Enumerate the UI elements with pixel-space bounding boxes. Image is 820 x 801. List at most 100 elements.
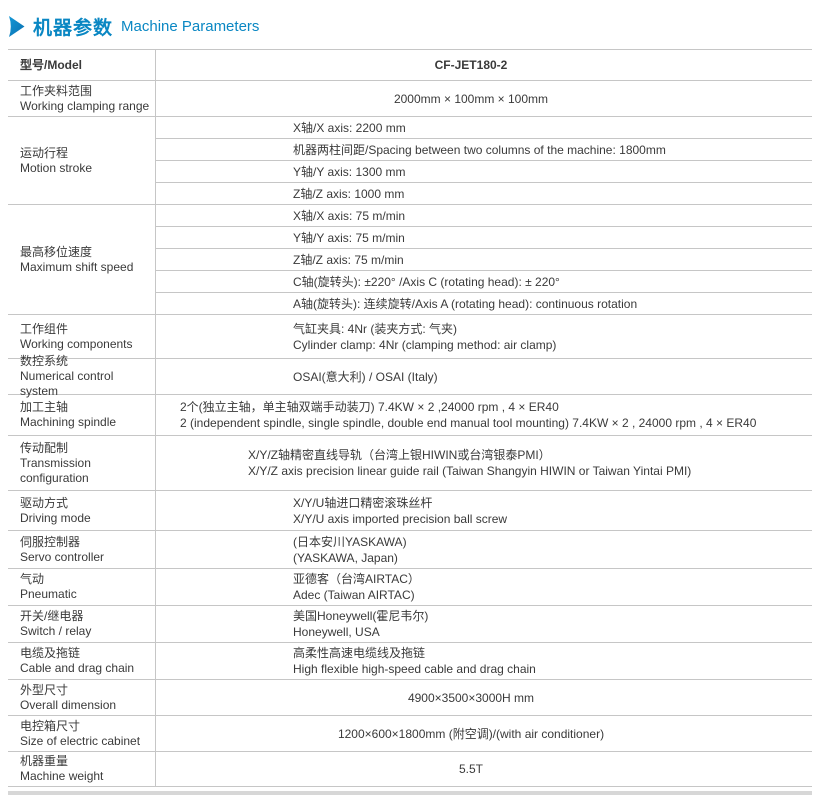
sub-row-c-axis: C轴(旋转头): ±220° /Axis C (rotating head): … <box>156 271 812 293</box>
row-label-en: Overall dimension <box>20 697 117 712</box>
row-label: 外型尺寸 Overall dimension <box>8 680 156 715</box>
sub-row-a-axis: A轴(旋转头): 连续旋转/Axis A (rotating head): co… <box>156 293 812 314</box>
row-label-en: Servo controller <box>20 549 105 564</box>
row-value-line: X/Y/U轴进口精密滚珠丝杆 <box>293 495 433 510</box>
row-value: CF-JET180-2 <box>156 50 812 80</box>
row-label-zh: 型号/Model <box>20 57 82 72</box>
row-value-line: (YASKAWA, Japan) <box>293 550 398 565</box>
row-value-line: Cylinder clamp: 4Nr (clamping method: ai… <box>293 337 557 352</box>
sub-row-y-speed: Y轴/Y axis: 75 m/min <box>156 227 812 249</box>
table-row-machine-weight: 机器重量 Machine weight 5.5T <box>8 752 812 787</box>
row-value-line: 2000mm × 100mm × 100mm <box>393 91 549 106</box>
page-title-zh: 机器参数 <box>33 17 114 39</box>
sub-row-value: X轴/X axis: 75 m/min <box>293 209 406 223</box>
page-title-en: Machine Parameters <box>121 17 260 35</box>
row-label-zh: 工作组件 <box>20 321 69 336</box>
row-label: 工作夹料范围 Working clamping range <box>8 81 156 116</box>
spec-table: 型号/Model CF-JET180-2 工作夹料范围 Working clam… <box>8 49 812 787</box>
row-label: 最高移位速度 Maximum shift speed <box>8 205 156 314</box>
sub-rows: X轴/X axis: 2200 mm 机器两柱间距/Spacing betwee… <box>156 117 812 204</box>
row-label-en: Machine weight <box>20 769 104 783</box>
sub-row-value: Z轴/Z axis: 75 m/min <box>293 253 404 267</box>
row-value: 亚德客（台湾AIRTAC） Adec (Taiwan AIRTAC) <box>156 569 812 605</box>
row-label: 气动 Pneumatic <box>8 569 156 605</box>
row-label: 传动配制 Transmission configuration <box>8 436 156 490</box>
row-label-en: Cable and drag chain <box>20 661 135 675</box>
sub-row-x-axis: X轴/X axis: 2200 mm <box>156 117 812 139</box>
row-value: 美国Honeywell(霍尼韦尔) Honeywell, USA <box>156 606 812 642</box>
row-label-zh: 气动 <box>20 572 45 586</box>
table-row-clamping-range: 工作夹料范围 Working clamping range 2000mm × 1… <box>8 81 812 117</box>
row-value-line: Adec (Taiwan AIRTAC) <box>293 588 415 602</box>
row-label-en: Size of electric cabinet <box>20 733 141 748</box>
model-value: CF-JET180-2 <box>434 58 508 72</box>
row-label-en: Maximum shift speed <box>20 259 134 274</box>
row-value-line: High flexible high-speed cable and drag … <box>293 662 536 676</box>
table-row-working-components: 工作组件 Working components 气缸夹具: 4Nr (装夹方式:… <box>8 315 812 359</box>
row-label: 加工主轴 Machining spindle <box>8 395 156 435</box>
row-value-line: 5.5T <box>458 762 483 776</box>
table-row-pneumatic: 气动 Pneumatic 亚德客（台湾AIRTAC） Adec (Taiwan … <box>8 569 812 606</box>
row-value-line: X/Y/Z axis precision linear guide rail (… <box>248 464 692 478</box>
table-row-model: 型号/Model CF-JET180-2 <box>8 50 812 81</box>
row-label-zh: 最高移位速度 <box>20 244 93 259</box>
sub-row-value: Y轴/Y axis: 1300 mm <box>293 165 406 179</box>
row-label-en: Switch / relay <box>20 624 92 638</box>
table-row-cable-drag-chain: 电缆及拖链 Cable and drag chain 高柔性高速电缆线及拖链 H… <box>8 643 812 680</box>
row-value: 2000mm × 100mm × 100mm <box>156 81 812 116</box>
sub-row-value: X轴/X axis: 2200 mm <box>293 121 406 135</box>
row-label: 电缆及拖链 Cable and drag chain <box>8 643 156 679</box>
row-value-line: 2个(独立主轴，单主轴双端手动装刀) 7.4KW × 2 ,24000 rpm … <box>180 400 559 414</box>
row-value-line: 美国Honeywell(霍尼韦尔) <box>293 609 429 623</box>
sub-row-value: 机器两柱间距/Spacing between two columns of th… <box>293 143 666 157</box>
row-label-zh: 工作夹料范围 <box>20 83 93 98</box>
row-label: 运动行程 Motion stroke <box>8 117 156 204</box>
row-label-zh: 传动配制 <box>20 440 69 455</box>
table-row-servo-controller: 伺服控制器 Servo controller (日本安川YASKAWA) (YA… <box>8 531 812 569</box>
row-value: 4900×3500×3000H mm <box>156 680 812 715</box>
row-label-zh: 电控箱尺寸 <box>20 718 81 733</box>
row-value-line: 4900×3500×3000H mm <box>407 690 535 705</box>
row-value-line: 1200×600×1800mm (附空调)/(with air conditio… <box>337 726 605 741</box>
row-value: 2个(独立主轴，单主轴双端手动装刀) 7.4KW × 2 ,24000 rpm … <box>156 395 812 435</box>
row-value-line: 亚德客（台湾AIRTAC） <box>293 572 420 586</box>
sub-row-z-speed: Z轴/Z axis: 75 m/min <box>156 249 812 271</box>
row-label-zh: 驱动方式 <box>20 495 69 510</box>
row-label-zh: 伺服控制器 <box>20 534 81 549</box>
row-label-zh: 加工主轴 <box>20 400 69 414</box>
row-value-line: 2 (independent spindle, single spindle, … <box>180 416 757 430</box>
row-value-line: X/Y/Z轴精密直线导轨（台湾上银HIWIN或台湾银泰PMI） <box>248 448 551 462</box>
table-row-machining-spindle: 加工主轴 Machining spindle 2个(独立主轴，单主轴双端手动装刀… <box>8 395 812 436</box>
row-value-line: X/Y/U axis imported precision ball screw <box>293 511 508 526</box>
sub-row-value: A轴(旋转头): 连续旋转/Axis A (rotating head): co… <box>293 297 638 311</box>
row-value: (日本安川YASKAWA) (YASKAWA, Japan) <box>156 531 812 568</box>
section-header: 机器参数 Machine Parameters <box>8 9 812 43</box>
row-label-en: Working components <box>20 336 133 351</box>
table-row-max-shift-speed: 最高移位速度 Maximum shift speed X轴/X axis: 75… <box>8 205 812 315</box>
table-row-transmission: 传动配制 Transmission configuration X/Y/Z轴精密… <box>8 436 812 491</box>
row-label-en: Transmission configuration <box>20 455 91 485</box>
row-label-en: Motion stroke <box>20 160 93 175</box>
table-row-driving-mode: 驱动方式 Driving mode X/Y/U轴进口精密滚珠丝杆 X/Y/U a… <box>8 491 812 531</box>
sub-row-y-axis: Y轴/Y axis: 1300 mm <box>156 161 812 183</box>
row-label-zh: 数控系统 <box>20 354 69 368</box>
row-value: 气缸夹具: 4Nr (装夹方式: 气夹) Cylinder clamp: 4Nr… <box>156 315 812 358</box>
table-row-ncs: 数控系统 Numerical control system OSAI(意大利) … <box>8 354 812 398</box>
row-label-en: Machining spindle <box>20 415 117 429</box>
row-label: 电控箱尺寸 Size of electric cabinet <box>8 716 156 751</box>
table-row-electric-cabinet: 电控箱尺寸 Size of electric cabinet 1200×600×… <box>8 716 812 752</box>
row-label-zh: 电缆及拖链 <box>20 646 81 660</box>
row-value-line: OSAI(意大利) / OSAI (Italy) <box>293 369 438 384</box>
row-value: 高柔性高速电缆线及拖链 High flexible high-speed cab… <box>156 643 812 679</box>
table-row-switch-relay: 开关/继电器 Switch / relay 美国Honeywell(霍尼韦尔) … <box>8 606 812 643</box>
sub-row-value: C轴(旋转头): ±220° /Axis C (rotating head): … <box>293 275 560 289</box>
row-value-line: (日本安川YASKAWA) <box>293 534 407 549</box>
right-arrow-triangle-icon <box>9 15 25 37</box>
row-label-zh: 外型尺寸 <box>20 682 69 697</box>
row-label: 伺服控制器 Servo controller <box>8 531 156 568</box>
row-label: 工作组件 Working components <box>8 315 156 358</box>
sub-row-value: Z轴/Z axis: 1000 mm <box>293 187 405 201</box>
row-label-en: Numerical control system <box>20 369 114 398</box>
row-label: 开关/继电器 Switch / relay <box>8 606 156 642</box>
